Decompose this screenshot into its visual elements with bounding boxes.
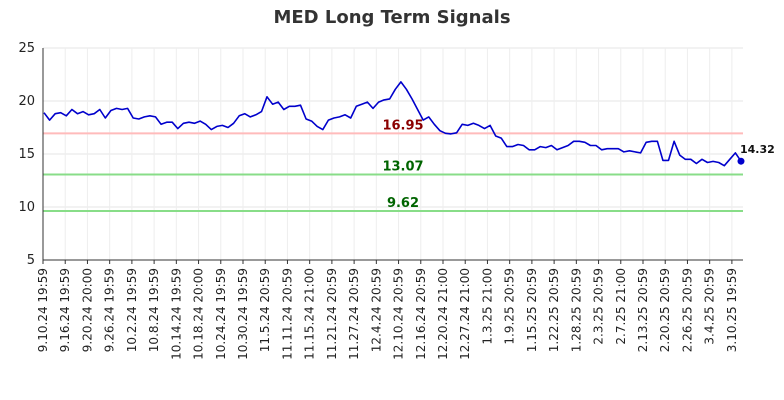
reference-line-label: 16.95 — [382, 118, 423, 133]
y-tick-label: 25 — [18, 41, 35, 56]
x-tick-label: 10.30.24 19:59 — [236, 268, 250, 360]
y-tick-label: 20 — [18, 94, 35, 109]
chart-title: MED Long Term Signals — [273, 7, 511, 28]
x-tick-label: 1.3.25 21:00 — [480, 268, 494, 345]
x-tick-label: 12.20.24 21:00 — [436, 268, 450, 360]
x-tick-label: 1.28.25 20:59 — [569, 268, 583, 352]
x-tick-label: 2.3.25 20:59 — [592, 268, 606, 345]
reference-lines — [43, 132, 743, 213]
x-tick-label: 11.5.24 20:59 — [258, 268, 272, 352]
labels: 16.95 13.07 9.62 14.32 — [382, 118, 774, 211]
x-tick-label: 10.2.24 19:59 — [125, 268, 139, 352]
x-tick-label: 9.26.24 19:59 — [103, 268, 117, 352]
axes: 5 10 15 20 25 9.10.24 19:59 9.16.24 19:59 9.20.… — [18, 41, 743, 360]
x-tick-label: 10.14.24 19:59 — [169, 268, 183, 360]
reference-line-label: 13.07 — [382, 159, 423, 174]
x-tick-label: 2.20.25 20:59 — [658, 268, 672, 352]
x-tick-label: 12.16.24 20:59 — [414, 268, 428, 360]
x-tick-label: 9.10.24 19:59 — [36, 268, 50, 352]
last-value-label: 14.32 — [740, 143, 775, 156]
x-tick-label: 2.26.25 20:59 — [680, 268, 694, 352]
y-tick-label: 5 — [27, 253, 35, 268]
x-tick-label: 2.13.25 20:59 — [636, 268, 650, 352]
x-tick-label: 2.7.25 21:00 — [614, 268, 628, 345]
x-tick-label: 9.16.24 19:59 — [58, 268, 72, 352]
x-tick-label: 11.21.24 20:59 — [325, 268, 339, 360]
x-tick-label: 10.18.24 20:00 — [192, 268, 206, 360]
y-tick-label: 10 — [18, 200, 35, 215]
x-tick-label: 1.22.25 20:59 — [547, 268, 561, 352]
x-tick-label: 1.9.25 20:59 — [503, 268, 517, 345]
last-point-marker — [737, 157, 745, 165]
x-tick-label: 10.24.24 19:59 — [214, 268, 228, 360]
x-tick-label: 11.15.24 21:00 — [303, 268, 317, 360]
x-tick-label: 11.27.24 20:59 — [347, 268, 361, 360]
x-tick-label: 12.4.24 20:59 — [369, 268, 383, 352]
x-tick-label: 3.10.25 19:59 — [725, 268, 739, 352]
x-tick-label: 3.4.25 20:59 — [703, 268, 717, 345]
reference-line-label: 9.62 — [387, 196, 419, 211]
series-line — [43, 81, 742, 167]
series — [43, 81, 745, 167]
x-tick-label: 10.8.24 19:59 — [147, 268, 161, 352]
y-tick-label: 15 — [18, 147, 35, 162]
grid — [42, 47, 743, 260]
x-tick-label: 9.20.24 20:00 — [80, 268, 94, 352]
x-tick-label: 1.15.25 20:59 — [525, 268, 539, 352]
x-tick-label: 12.10.24 20:59 — [392, 268, 406, 360]
x-tick-label: 12.27.24 21:00 — [458, 268, 472, 360]
x-tick-label: 11.11.24 20:59 — [280, 268, 294, 360]
